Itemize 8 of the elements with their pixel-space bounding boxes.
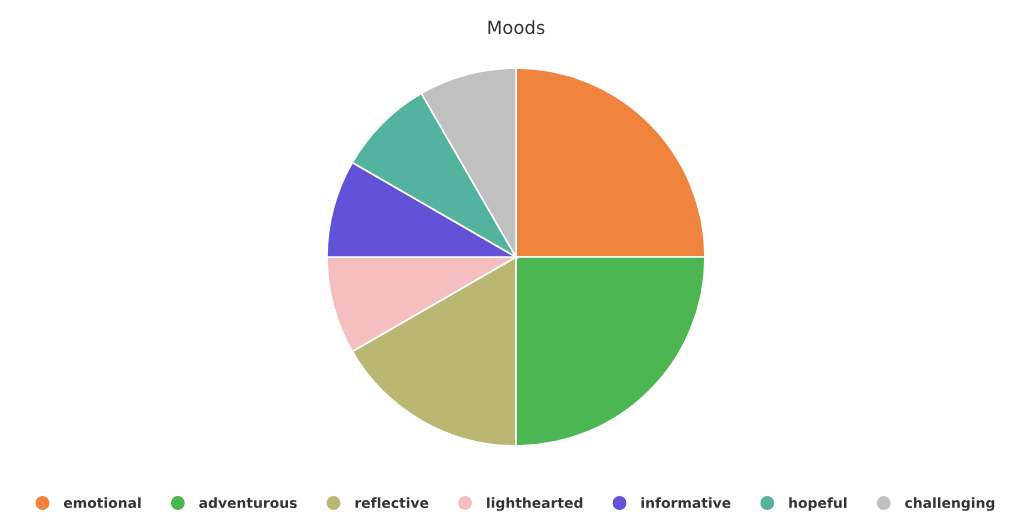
legend-label: adventurous (199, 497, 297, 509)
chart-title: Moods (488, 20, 545, 35)
legend-label: lighthearted (487, 497, 583, 511)
legend-label: reflective (355, 497, 429, 509)
legend-label: challenging (905, 497, 995, 511)
legend-label: informative (641, 497, 731, 509)
legend-label: hopeful (789, 497, 847, 511)
legend-label: emotional (63, 497, 141, 509)
